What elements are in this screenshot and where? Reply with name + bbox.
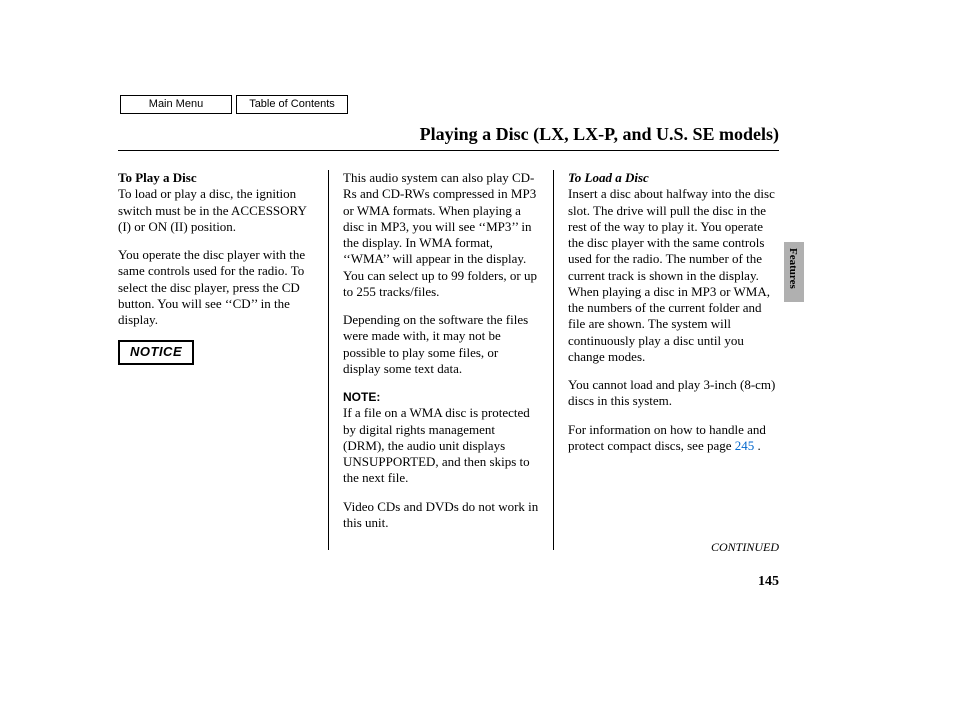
col2-p4: Video CDs and DVDs do not work in this u… xyxy=(343,499,539,532)
col2-p1: This audio system can also play CD-Rs an… xyxy=(343,170,539,300)
nav-bar: Main Menu Table of Contents xyxy=(120,95,348,114)
col3-block1: To Load a Disc Insert a disc about halfw… xyxy=(568,170,778,365)
continued-label: CONTINUED xyxy=(711,540,779,555)
col3-heading: To Load a Disc xyxy=(568,170,649,185)
main-menu-button[interactable]: Main Menu xyxy=(120,95,232,114)
col1-p2: You operate the disc player with the sam… xyxy=(118,247,314,328)
col2-note: NOTE: If a file on a WMA disc is protect… xyxy=(343,389,539,487)
col1-p1: To load or play a disc, the ignition swi… xyxy=(118,186,306,234)
column-separator-1 xyxy=(328,170,329,550)
column-3: To Load a Disc Insert a disc about halfw… xyxy=(568,170,778,550)
column-separator-2 xyxy=(553,170,554,550)
title-rule xyxy=(118,150,779,151)
column-1: To Play a Disc To load or play a disc, t… xyxy=(118,170,328,550)
page-number: 145 xyxy=(758,574,779,590)
col3-p1: Insert a disc about halfway into the dis… xyxy=(568,186,775,364)
col1-block1: To Play a Disc To load or play a disc, t… xyxy=(118,170,314,235)
section-tab-label: Features xyxy=(787,248,799,289)
table-of-contents-button[interactable]: Table of Contents xyxy=(236,95,348,114)
col3-p3: For information on how to handle and pro… xyxy=(568,422,778,455)
page-link-245[interactable]: 245 xyxy=(735,438,755,453)
col2-p3: If a file on a WMA disc is protected by … xyxy=(343,405,530,485)
col2-p2: Depending on the software the files were… xyxy=(343,312,539,377)
page-title: Playing a Disc (LX, LX-P, and U.S. SE mo… xyxy=(420,124,779,145)
notice-box: NOTICE xyxy=(118,340,194,364)
content-columns: To Play a Disc To load or play a disc, t… xyxy=(118,170,778,550)
note-label: NOTE: xyxy=(343,390,380,404)
notice-box-wrap: NOTICE xyxy=(118,340,314,364)
col3-p2: You cannot load and play 3-inch (8-cm) d… xyxy=(568,377,778,410)
col3-p3b: . xyxy=(754,438,761,453)
manual-page: Main Menu Table of Contents Playing a Di… xyxy=(0,0,954,710)
col1-heading: To Play a Disc xyxy=(118,170,197,185)
column-2: This audio system can also play CD-Rs an… xyxy=(343,170,553,550)
